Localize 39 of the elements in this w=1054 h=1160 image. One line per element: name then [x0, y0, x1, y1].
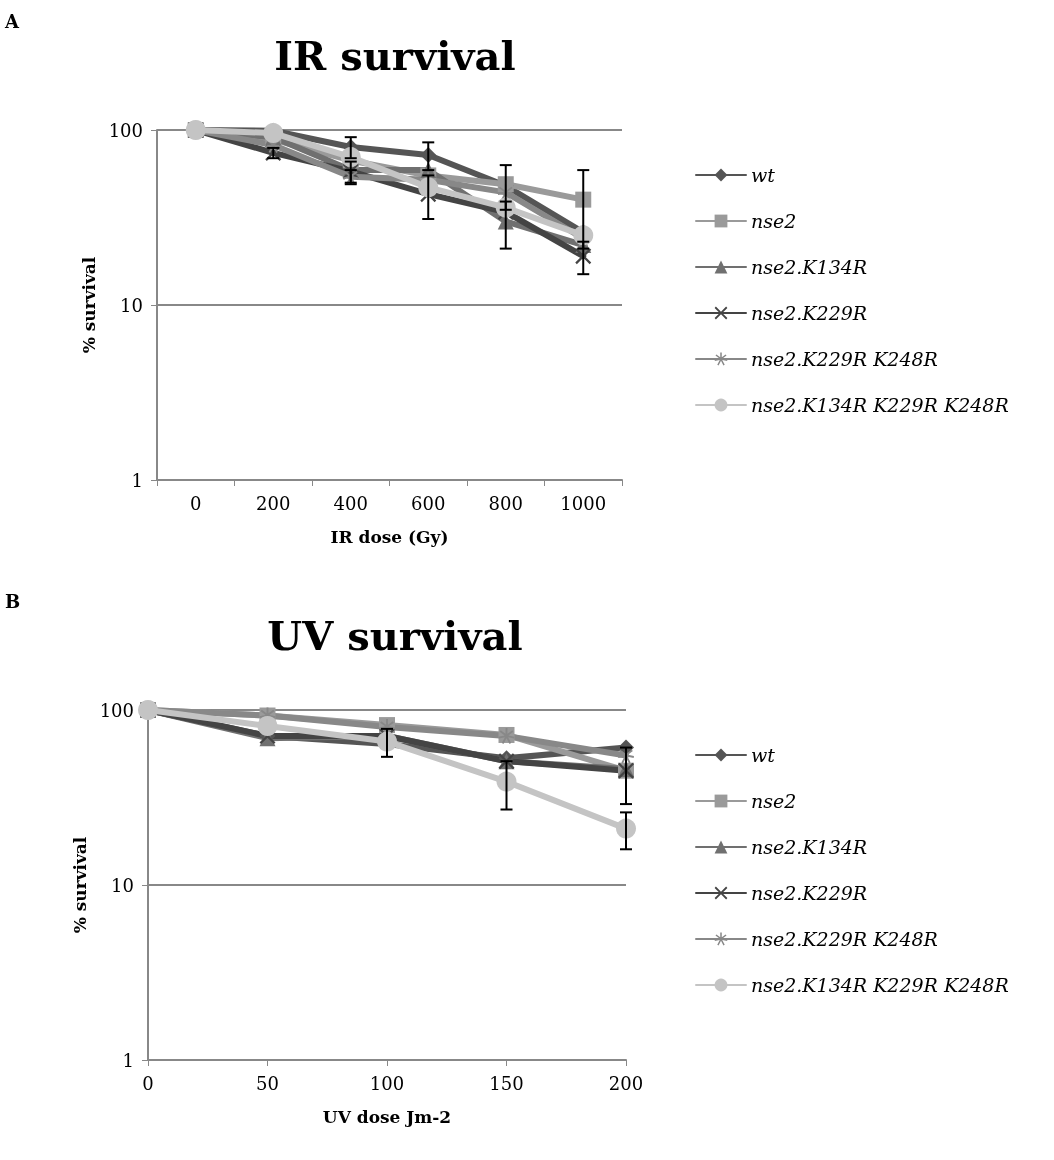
legend-label: nse2.K229R K248R — [751, 928, 938, 950]
y-tick-label: 100 — [108, 119, 143, 141]
legend-label: nse2 — [751, 790, 797, 812]
legend-label: wt — [751, 164, 776, 186]
text: B — [5, 590, 21, 612]
legend-label: nse2.K229R — [751, 302, 868, 324]
x-tick-label: 200 — [256, 492, 291, 514]
text: A — [4, 10, 20, 32]
x-tick-label: 400 — [333, 492, 368, 514]
legend-label: nse2 — [751, 210, 797, 232]
x-tick-label: 100 — [369, 1072, 405, 1094]
y-tick-label: 100 — [99, 699, 134, 721]
point — [257, 716, 278, 737]
legend-label: nse2.K229R — [751, 882, 868, 904]
y-axis-title: % survival — [78, 256, 99, 354]
point — [263, 123, 284, 144]
chart-title: IR survival — [274, 31, 516, 79]
x-axis-title: IR dose (Gy) — [330, 526, 449, 547]
x-tick-label: 800 — [488, 492, 523, 514]
x-tick-label: 150 — [489, 1072, 524, 1094]
y-tick-label: 10 — [111, 874, 134, 896]
y-tick-label: 1 — [122, 1049, 134, 1071]
x-tick-label: 600 — [411, 492, 446, 514]
x-tick-label: 0 — [190, 492, 202, 514]
x-axis-title: UV dose Jm-2 — [322, 1106, 452, 1127]
x-tick-label: 50 — [256, 1072, 279, 1094]
legend-label: nse2.K134R — [751, 256, 868, 278]
y-tick-label: 1 — [131, 469, 143, 491]
legend-label: nse2.K134R K229R K248R — [751, 394, 1009, 416]
legend-label: nse2.K134R — [751, 836, 868, 858]
x-tick-label: 200 — [608, 1072, 644, 1094]
y-axis-title: % survival — [69, 836, 90, 934]
y-tick-label: 10 — [120, 294, 143, 316]
x-tick-label: 1000 — [560, 492, 607, 514]
chart-title: UV survival — [267, 611, 523, 659]
legend-label: wt — [751, 744, 776, 766]
x-tick-label: 0 — [142, 1072, 154, 1094]
legend-label: nse2.K229R K248R — [751, 348, 938, 370]
legend-label: nse2.K134R K229R K248R — [751, 974, 1009, 996]
